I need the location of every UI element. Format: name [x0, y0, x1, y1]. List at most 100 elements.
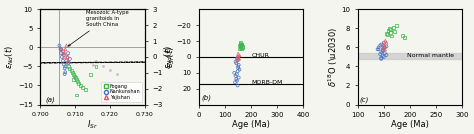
Point [232, 75, 239, 77]
Point [234, 53, 242, 55]
Point [234, 65, 242, 68]
Point [64, 60, 72, 62]
Point [390, 26, 397, 29]
Point [380, 47, 388, 49]
Point [231, 81, 239, 83]
Point [64, 52, 72, 54]
Point [381, 48, 389, 50]
Point [380, 56, 388, 58]
Point [383, 42, 390, 44]
Point [60, 54, 68, 56]
Point [70, 73, 77, 75]
Point [230, 72, 238, 74]
Text: (a): (a) [46, 96, 55, 103]
Point [377, 58, 385, 60]
Point [59, 52, 67, 54]
Point [376, 53, 384, 55]
Point [236, 69, 243, 71]
Point [236, 54, 243, 56]
Point [66, 67, 73, 69]
Point [63, 60, 70, 62]
Point [380, 44, 388, 46]
Point [61, 67, 68, 69]
Point [74, 81, 82, 83]
Point [381, 52, 389, 54]
Point [377, 44, 385, 46]
Point [68, 69, 75, 71]
Point [383, 33, 391, 35]
Point [379, 49, 387, 51]
Point [234, 70, 241, 72]
Point [233, 62, 240, 64]
Point [233, 73, 241, 75]
Point [237, 46, 244, 49]
Point [55, 44, 63, 47]
Point [82, 88, 89, 90]
Point [78, 86, 86, 88]
Point [235, 57, 243, 60]
Point [393, 25, 401, 27]
Point [383, 45, 390, 48]
Point [235, 57, 243, 60]
Point [76, 84, 84, 87]
Y-axis label: $\varepsilon_{Nd}(t)$: $\varepsilon_{Nd}(t)$ [163, 45, 175, 69]
Point [57, 48, 64, 50]
Point [381, 46, 389, 49]
Point [234, 56, 242, 58]
Point [237, 42, 244, 44]
Point [391, 30, 398, 32]
Point [375, 46, 383, 49]
Point [92, 60, 100, 62]
Point [234, 84, 241, 87]
Point [59, 60, 67, 62]
Point [62, 48, 69, 50]
Point [382, 40, 389, 42]
Text: (c): (c) [360, 97, 369, 103]
Point [237, 45, 245, 47]
Point [379, 47, 387, 49]
X-axis label: $I_{Sr}$: $I_{Sr}$ [87, 119, 98, 131]
Point [237, 43, 245, 45]
Point [64, 56, 71, 58]
Point [113, 73, 121, 75]
Point [58, 56, 66, 58]
Point [234, 59, 241, 61]
Text: Normal mantle: Normal mantle [407, 53, 455, 59]
Point [63, 44, 70, 47]
Point [376, 44, 384, 47]
Point [236, 45, 243, 47]
Point [235, 77, 243, 79]
Point [71, 75, 78, 77]
Point [237, 44, 245, 46]
Point [65, 65, 73, 68]
Point [236, 48, 243, 50]
Point [233, 78, 240, 80]
Point [384, 29, 392, 31]
Point [57, 48, 65, 50]
Point [380, 44, 388, 47]
Point [377, 57, 385, 59]
Text: MORB-DM: MORB-DM [251, 80, 283, 85]
Point [234, 67, 242, 69]
Point [61, 73, 68, 75]
Point [238, 47, 246, 49]
Point [238, 46, 246, 49]
Point [379, 50, 387, 52]
Point [388, 35, 395, 37]
Point [401, 37, 409, 39]
Point [57, 48, 65, 50]
Y-axis label: $\delta^{18}$O (\u2030): $\delta^{18}$O (\u2030) [326, 27, 340, 87]
Text: (b): (b) [201, 95, 211, 101]
Point [60, 64, 68, 66]
Text: CHUR: CHUR [251, 53, 269, 58]
Point [386, 31, 394, 33]
Point [99, 65, 107, 68]
Point [71, 77, 79, 79]
Y-axis label: $\varepsilon_{Sr}(t)$: $\varepsilon_{Sr}(t)$ [164, 46, 177, 68]
Point [235, 64, 243, 66]
Point [73, 79, 81, 81]
Point [375, 48, 383, 50]
Point [380, 42, 388, 44]
Point [66, 58, 73, 60]
Y-axis label: $\varepsilon_{Nd}(t)$: $\varepsilon_{Nd}(t)$ [4, 45, 17, 69]
